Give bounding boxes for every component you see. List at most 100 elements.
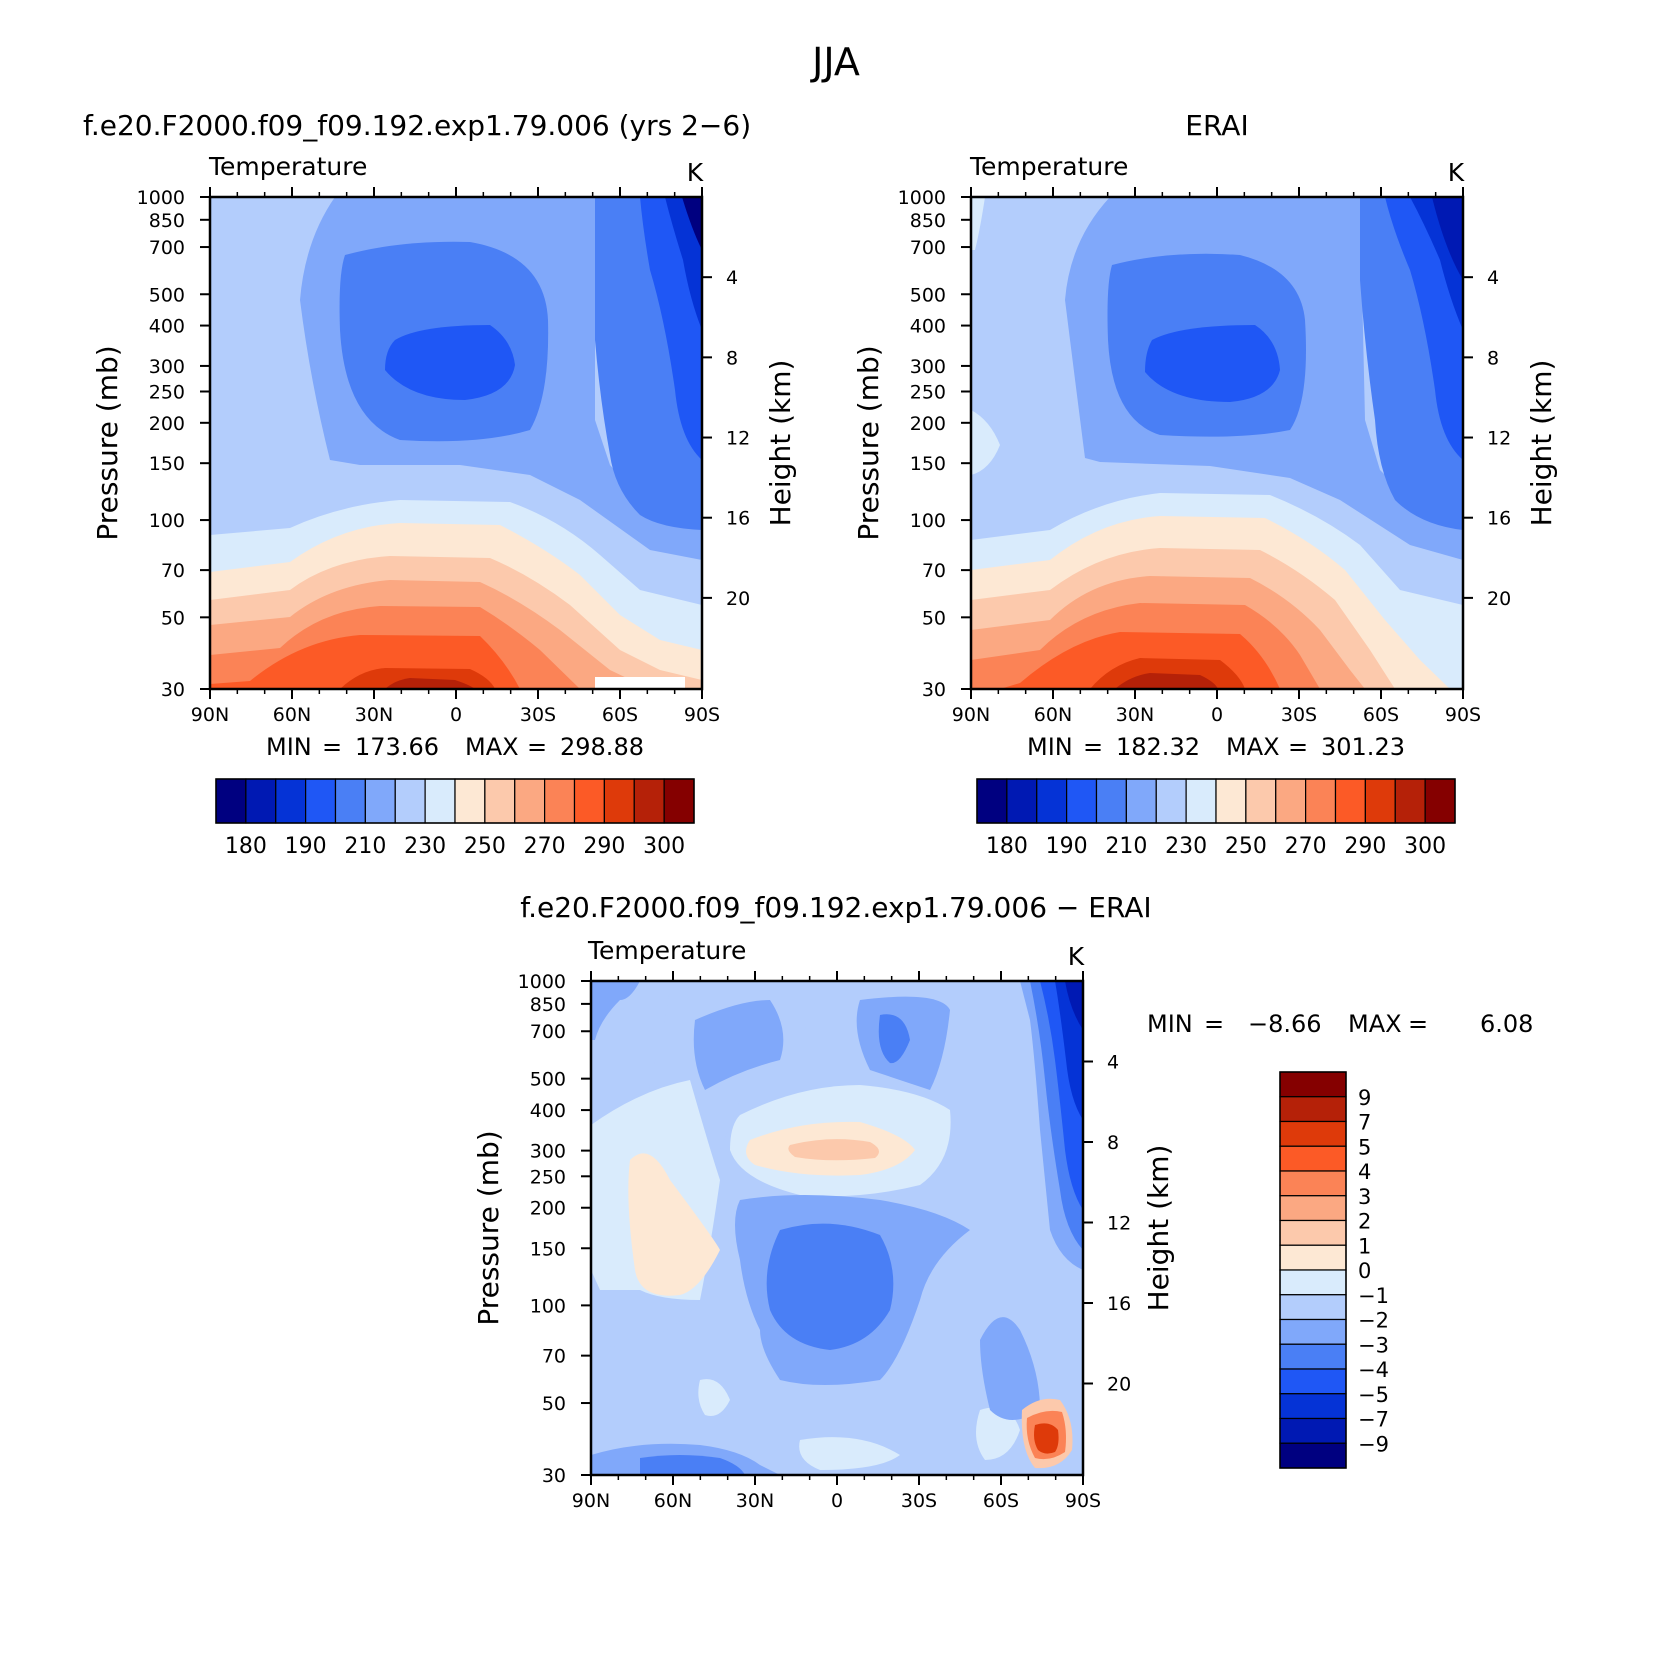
contour-band [665,197,702,330]
colorbar-label: 230 [1165,834,1207,859]
colorbar-swatch [1279,1244,1347,1271]
colorbar-label: 300 [643,834,685,859]
colorbar-swatch [1279,1368,1347,1395]
panel-diff-variable: Temperature [587,936,746,965]
panel-diff-stats: MIN = −8.66 MAX = 6.08 [1147,1010,1533,1038]
panel-diff-contours [591,981,1083,1475]
colorbar-label: 190 [285,834,327,859]
y-axis-label: Pressure (mb) [91,345,124,540]
colorbar-swatch [603,778,635,824]
colorbar-label: 230 [404,834,446,859]
colorbar-swatch [514,778,546,824]
y-right-tick-label: 4 [1487,267,1499,289]
y-right-tick-label: 8 [1487,347,1499,369]
colorbar-frame [1279,1071,1347,1469]
colorbar-swatch [573,778,605,824]
y-axis-label: Pressure (mb) [472,1130,505,1325]
colorbar-swatch [1279,1269,1347,1296]
colorbar-swatch [1279,1170,1347,1197]
x-tick-label: 60S [1363,704,1399,726]
y-tick-label: 850 [530,994,566,1016]
colorbar-swatch [1279,1096,1347,1123]
contour-band [385,678,475,689]
max-label: MAX [465,733,519,761]
colorbar-label: 1 [1358,1234,1371,1258]
panel-model-variable: Temperature [208,152,367,181]
contour-band [971,410,1000,475]
panel-diff: f.e20.F2000.f09_f09.192.exp1.79.006 − ER… [472,891,1533,1512]
max-value: 6.08 [1480,1010,1533,1038]
x-tick-label: 60S [983,1490,1019,1512]
y-tick-label: 250 [530,1166,566,1188]
colorbar-label: 250 [464,834,506,859]
panel-erai-title: ERAI [1185,109,1248,142]
y-tick-label: 30 [922,679,946,701]
contour-band [878,1014,910,1064]
colorbar-label: 2 [1358,1210,1371,1234]
colorbar-swatch [1275,778,1307,824]
contour-band [693,1000,784,1090]
y-tick-label: 70 [922,560,946,582]
min-value: 182.32 [1116,733,1200,761]
contour-band [628,1153,720,1296]
contour-band [1145,325,1280,402]
colorbar-label: 3 [1358,1185,1371,1209]
contour-band [682,197,702,250]
colorbar-swatch [334,778,366,824]
y-tick-label: 850 [910,210,946,232]
colorbar-label: 290 [1344,834,1386,859]
colorbar-swatch [1364,778,1396,824]
y-tick-label: 1000 [898,187,946,209]
colorbar-swatch [1125,778,1157,824]
x-tick-label: 90S [1445,704,1481,726]
min-eq: = [1204,1010,1224,1038]
panel-model-colorbar: 180 190 210 230 250 270 290 300 [215,778,695,859]
colorbar-label: 4 [1358,1160,1371,1184]
y-tick-label: 150 [530,1238,566,1260]
panel-erai-axes: 90N 60N 30N 0 30S 60S 90S 30 50 70 100 150 200 250 300… [898,187,1511,726]
colorbar-label: 0 [1358,1259,1371,1283]
x-tick-label: 0 [450,704,462,726]
y-tick-label: 300 [530,1141,566,1163]
min-label: MIN [266,733,312,761]
x-tick-label: 0 [831,1490,843,1512]
colorbar-label: −4 [1358,1358,1389,1382]
contour-band [788,1139,879,1161]
colorbar-swatch [1036,778,1068,824]
panel-model-contours [210,197,702,689]
y-right-tick-label: 12 [1487,428,1511,450]
y-tick-label: 100 [149,510,185,532]
panel-diff-units: K [1068,942,1085,971]
y-tick-label: 150 [149,453,185,475]
colorbar-frame [976,778,1456,824]
y-tick-label: 850 [149,210,185,232]
y-right-tick-label: 16 [726,508,750,530]
y-right-tick-label: 20 [726,588,750,610]
x-tick-label: 30S [520,704,556,726]
colorbar-swatch [1279,1120,1347,1147]
panel-model: f.e20.F2000.f09_f09.192.exp1.79.006 (yrs… [83,109,797,859]
x-tick-label: 30N [355,704,393,726]
colorbar-frame [215,778,695,824]
x-tick-label: 30S [1281,704,1317,726]
y-tick-label: 300 [910,356,946,378]
x-tick-label: 0 [1211,704,1223,726]
y-tick-label: 400 [910,316,946,338]
contour-band [1065,981,1083,1030]
y-tick-label: 700 [149,237,185,259]
colorbar-swatch [454,778,486,824]
y-tick-label: 700 [530,1021,566,1043]
colorbar-swatch [1215,778,1247,824]
y-tick-label: 500 [530,1069,566,1091]
panel-model-units: K [687,158,704,187]
colorbar-swatch [1279,1393,1347,1420]
panel-erai-colorbar: 180 190 210 230 250 270 290 300 [976,778,1456,859]
y-tick-label: 100 [530,1295,566,1317]
y-tick-label: 30 [161,679,185,701]
y-tick-label: 30 [542,1465,566,1487]
max-value: 301.23 [1321,733,1405,761]
colorbar-swatch [1006,778,1038,824]
colorbar-label: 5 [1358,1135,1371,1159]
y-tick-label: 200 [149,413,185,435]
